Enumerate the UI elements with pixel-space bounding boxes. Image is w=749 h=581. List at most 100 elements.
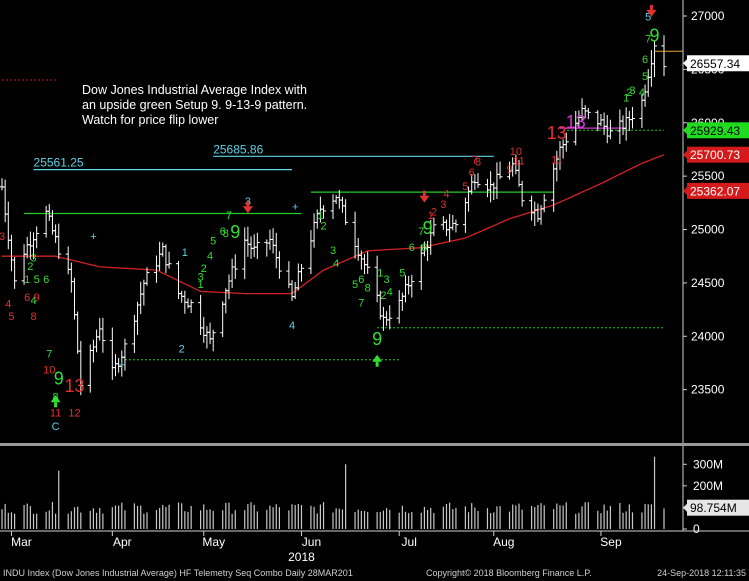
setup-count-label: 9 bbox=[650, 26, 660, 46]
price-tag-box bbox=[687, 122, 749, 139]
level-label: 25685.86 bbox=[213, 142, 263, 156]
price-tag-pointer bbox=[683, 502, 688, 513]
price-tick-label: 25500 bbox=[691, 169, 725, 183]
setup-count-label: 7 bbox=[226, 210, 232, 222]
setup-count-label: 3 bbox=[629, 85, 635, 97]
setup-count-label: 8 bbox=[30, 311, 36, 323]
price-bar bbox=[409, 274, 415, 298]
footer-bar: INDU Index (Dow Jones Industrial Average… bbox=[0, 566, 749, 581]
setup-count-label: 4 bbox=[639, 87, 645, 99]
price-tag-pointer bbox=[683, 185, 688, 196]
setup-count-label: 2 bbox=[179, 343, 185, 355]
setup-count-label: 1 bbox=[24, 274, 30, 286]
price-bar bbox=[563, 132, 569, 152]
price-bar bbox=[519, 180, 525, 207]
price-tick-label: 25000 bbox=[691, 223, 725, 237]
setup-count-label: C bbox=[52, 421, 60, 433]
down-arrow-icon bbox=[646, 4, 657, 17]
arrow-shaft bbox=[54, 402, 58, 408]
up-arrow-icon bbox=[372, 354, 383, 367]
price-tag: 26557.34 bbox=[683, 55, 749, 72]
setup-count-label: 6 bbox=[220, 226, 226, 238]
setup-count-label: + bbox=[292, 201, 298, 213]
price-bar bbox=[56, 223, 62, 260]
time-tick-label: Sep bbox=[600, 535, 622, 549]
setup-count-label: 3 bbox=[30, 253, 36, 265]
price-bar bbox=[661, 35, 667, 77]
price-bar bbox=[343, 199, 349, 225]
price-tag: 25362.07 bbox=[683, 182, 749, 199]
down-arrow-icon bbox=[242, 201, 253, 214]
setup-count-label: 4 bbox=[5, 298, 11, 310]
setup-count-label: 3 bbox=[198, 272, 204, 284]
setup-count-label: 5 bbox=[210, 235, 216, 247]
price-tag-box bbox=[687, 182, 749, 199]
setup-count-label: 3 bbox=[330, 245, 336, 257]
panel-separator bbox=[0, 443, 749, 446]
down-arrow-icon bbox=[419, 190, 430, 203]
setup-count-label: 2 bbox=[320, 221, 326, 233]
setup-count-label: 9 bbox=[372, 329, 382, 349]
price-tag-text: 98.754M bbox=[690, 501, 737, 515]
price-bar bbox=[100, 317, 106, 353]
setup-count-label: 9 bbox=[230, 222, 240, 242]
setup-count-label: 8 bbox=[421, 242, 427, 254]
setup-count-label: 2 bbox=[626, 87, 632, 99]
setup-count-label: 6 bbox=[24, 292, 30, 304]
price-tag-box bbox=[687, 499, 749, 516]
setup-count-label: 8 bbox=[223, 228, 229, 240]
price-tag-text: 26557.34 bbox=[690, 57, 740, 71]
setup-count-label: 1 bbox=[182, 247, 188, 259]
price-bar bbox=[210, 329, 216, 352]
setup-count-label: 5 bbox=[399, 267, 405, 279]
price-bar bbox=[298, 263, 304, 282]
volume-tick-label: 200M bbox=[693, 479, 723, 493]
arrow-head bbox=[50, 395, 61, 403]
setup-count-label: 5 bbox=[645, 11, 651, 23]
setup-count-label: 4 bbox=[289, 320, 295, 332]
level-lines-layer: 25561.25 25685.86 bbox=[2, 79, 664, 361]
setup-count-label: 11 bbox=[551, 154, 562, 166]
volume-tag: 98.754M bbox=[683, 499, 749, 516]
price-tick-label: 24000 bbox=[691, 329, 725, 343]
price-tags-layer: 26557.34 25929.43 25700.73 25362.07 98.754M bbox=[654, 50, 749, 516]
setup-count-label: 7 bbox=[418, 226, 424, 238]
setup-count-label: 7 bbox=[472, 154, 478, 166]
price-bar bbox=[629, 106, 635, 129]
price-bar bbox=[365, 251, 371, 274]
setup-count-label: 4 bbox=[207, 250, 213, 262]
price-bar bbox=[431, 217, 437, 237]
arrow-head bbox=[646, 9, 657, 17]
price-bar bbox=[276, 251, 282, 279]
setup-count-label: 7 bbox=[46, 349, 52, 361]
price-bar bbox=[475, 173, 481, 188]
setup-count-label: 1 bbox=[198, 279, 204, 291]
price-bar bbox=[585, 108, 591, 120]
setup-count-label: 5 bbox=[352, 279, 358, 291]
setup-count-label: 9 bbox=[423, 218, 433, 238]
footer-security-description: INDU Index (Dow Jones Industrial Average… bbox=[3, 568, 353, 578]
arrow-shaft bbox=[649, 4, 653, 10]
arrow-shaft bbox=[246, 201, 250, 207]
time-tick-label: Jul bbox=[402, 535, 417, 549]
setup-count-label: 2 bbox=[201, 263, 207, 275]
price-bar bbox=[34, 226, 40, 249]
price-tag-pointer bbox=[683, 149, 688, 160]
chart-annotation: Dow Jones Industrial Average Index with … bbox=[82, 83, 308, 127]
setup-count-label: 6 bbox=[43, 274, 49, 286]
price-bar bbox=[78, 340, 84, 396]
price-bar bbox=[607, 119, 613, 140]
setup-count-label: 9 bbox=[54, 368, 64, 388]
price-bar bbox=[453, 219, 459, 233]
setup-count-label: 8 bbox=[475, 156, 481, 168]
setup-count-label: 3 bbox=[0, 231, 5, 243]
footer-copyright: Copyright© 2018 Bloomberg Finance L.P. bbox=[426, 568, 592, 578]
price-bar bbox=[144, 267, 150, 286]
setup-count-label: 5 bbox=[462, 181, 468, 193]
arrow-shaft bbox=[422, 190, 426, 196]
price-tag-pointer bbox=[683, 58, 688, 69]
setup-count-label: 7 bbox=[645, 34, 651, 46]
volume-tick-label: 0 bbox=[693, 522, 700, 536]
price-tag-text: 25362.07 bbox=[690, 184, 740, 198]
setup-count-label: 8 bbox=[365, 282, 371, 294]
